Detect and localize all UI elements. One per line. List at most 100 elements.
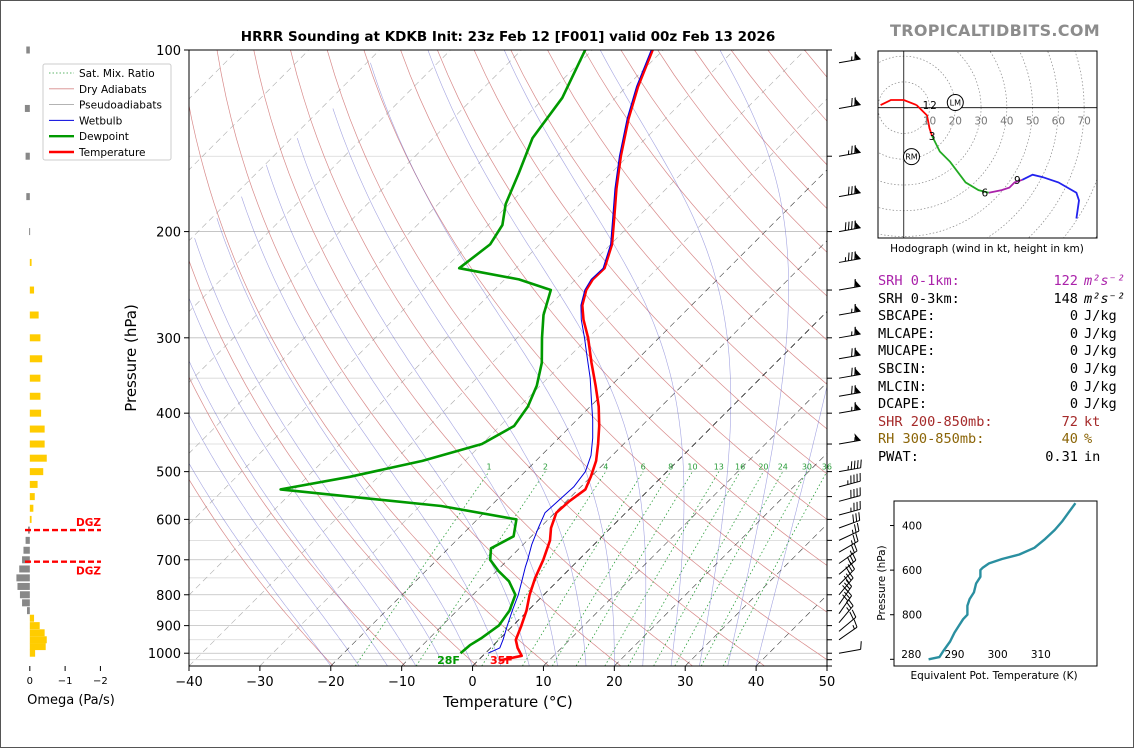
mixing-ratio-line: [416, 472, 545, 666]
skewt-y-label: Pressure (hPa): [122, 304, 140, 412]
pseudoadiabat-line: [217, 218, 473, 666]
omega-bar: [30, 455, 47, 462]
mixing-ratio-label: 13: [714, 463, 724, 472]
omega-bar: [30, 481, 38, 488]
wind-barb: [839, 385, 861, 396]
dry-adiabat-line: [254, 50, 693, 666]
pseudoadiabat-line: [195, 238, 445, 666]
parameter-unit: J/kg: [1078, 308, 1117, 326]
omega-bar: [22, 599, 30, 606]
legend-label: Temperature: [78, 147, 146, 159]
parameter-label: SBCIN:: [878, 361, 1006, 379]
omega-bar: [30, 287, 34, 294]
theta-e-y-tick-label: 400: [902, 521, 922, 533]
mixing-ratio-label: 24: [778, 463, 788, 472]
hodograph-height-label: 9: [1014, 175, 1021, 187]
parameter-unit: J/kg: [1078, 379, 1117, 397]
theta-e-y-label: Pressure (hPa): [876, 545, 888, 620]
parameter-unit: m²s⁻²: [1078, 273, 1125, 291]
mixing-ratio-label: 16: [735, 463, 745, 472]
omega-bar: [23, 547, 29, 554]
parameter-unit: kt: [1078, 414, 1100, 432]
parameter-value: 122: [1006, 273, 1078, 291]
theta-e-y-tick-label: 800: [902, 610, 922, 622]
omega-bar: [30, 312, 39, 319]
omega-bar: [26, 47, 30, 54]
isotherm-line: [118, 50, 734, 666]
hodograph-ring-label: 60: [1052, 116, 1065, 128]
profile-traces: [281, 50, 653, 661]
wind-barb: [839, 348, 861, 359]
theta-e-x-tick-label: 310: [1031, 649, 1051, 661]
dry-adiabat-line: [327, 50, 836, 666]
omega-bar: [30, 393, 41, 400]
omega-bar: [30, 355, 42, 362]
x-tick-label: −30: [246, 675, 273, 690]
parameter-value: 0: [1006, 326, 1078, 344]
wind-barb: [839, 367, 861, 378]
parameter-label: SRH 0-3km:: [878, 291, 1006, 309]
hodograph-segment: [881, 100, 917, 105]
x-tick-label: 50: [819, 675, 836, 690]
omega-bar: [30, 643, 46, 650]
omega-bar: [30, 629, 45, 636]
mixing-ratio-label: 2: [543, 463, 548, 472]
wind-barb: [839, 433, 861, 444]
wind-barb: [839, 52, 861, 63]
x-tick-label: 40: [748, 675, 765, 690]
hodograph-frame: [878, 51, 1097, 238]
omega-bar: [26, 193, 30, 200]
isotherm-line: [260, 50, 876, 666]
omega-bar: [26, 153, 30, 160]
hodograph-ring-label: 20: [949, 116, 962, 128]
parameter-unit: in: [1078, 449, 1100, 467]
omega-bar: [30, 505, 34, 512]
omega-bar: [19, 565, 30, 572]
theta-e-frame: [894, 501, 1097, 666]
theta-e-y-ticks: 400 600 800: [890, 521, 922, 660]
hodograph-height-label: 2: [930, 100, 937, 112]
theta-e-trace: [929, 503, 1076, 659]
omega-bar: [30, 334, 41, 341]
surface-temperature-label: 35F: [490, 654, 513, 667]
omega-bar: [30, 622, 40, 629]
hodograph-height-label: 6: [981, 188, 988, 200]
mixing-ratio-line: [576, 472, 692, 666]
parameter-value: 0.31: [1006, 449, 1078, 467]
wind-barb: [839, 543, 857, 563]
parameter-value: 148: [1006, 291, 1078, 309]
parameter-unit: J/kg: [1078, 361, 1117, 379]
y-tick-label: 500: [156, 466, 181, 481]
wind-barb: [839, 251, 861, 262]
hodograph-caption: Hodograph (wind in kt, height in km): [890, 243, 1084, 255]
omega-bar: [30, 426, 45, 433]
hodograph-ring-label: 30: [974, 116, 987, 128]
omega-tick-label: −2: [93, 676, 108, 687]
parameter-label: MLCAPE:: [878, 326, 1006, 344]
hodograph-segment: [932, 136, 989, 193]
mixing-ratio-label: 10: [687, 463, 697, 472]
wind-barb: [839, 487, 860, 501]
wind-barb: [839, 473, 860, 487]
skewt-x-label: Temperature (°C): [442, 693, 572, 711]
pseudoadiabat-line: [370, 63, 614, 666]
y-tick-label: 900: [156, 620, 181, 635]
omega-x-ticks: 0−1−2: [27, 666, 108, 687]
omega-bar: [16, 574, 29, 581]
omega-bar: [27, 607, 30, 614]
x-tick-label: 30: [677, 675, 694, 690]
isotherm-line: [189, 50, 805, 666]
wind-barb: [839, 221, 861, 232]
theta-e-x-tick-label: 290: [944, 649, 964, 661]
omega-tick-label: 0: [27, 676, 33, 687]
pseudoadiabat-line: [720, 50, 789, 666]
theta-e-y-tick-label: 600: [902, 565, 922, 577]
omega-bar: [30, 493, 35, 500]
x-tick-label: −20: [317, 675, 344, 690]
parameter-value: 72: [1006, 414, 1078, 432]
legend-label: Dewpoint: [79, 131, 129, 143]
parameter-unit: m²s⁻²: [1078, 291, 1125, 309]
